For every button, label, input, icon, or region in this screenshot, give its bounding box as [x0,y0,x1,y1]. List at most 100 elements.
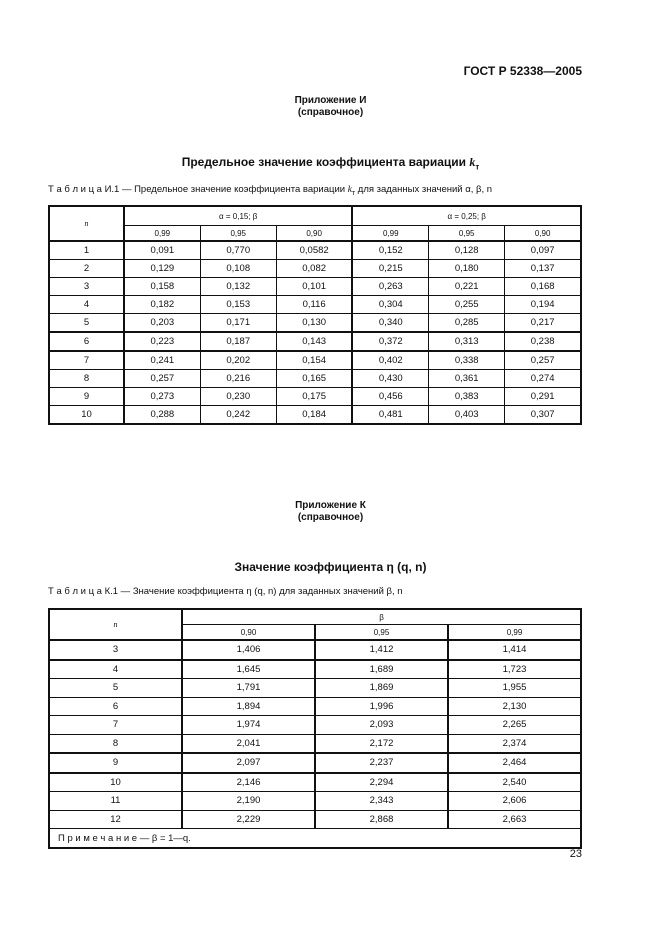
row-n: 6 [48,331,125,352]
cell: 1,955 [447,678,582,698]
cell: 0,184 [275,405,354,425]
cell: 1,996 [314,696,449,716]
cell: 1,689 [314,658,449,679]
row-n: 3 [48,277,125,296]
cell: 0,257 [123,369,201,388]
cell: 0,481 [351,405,430,425]
cell: 0,230 [199,387,277,406]
cell: 0,274 [504,369,582,388]
table-i1-caption: Т а б л и ц а И.1 — Предельное значение … [48,184,492,197]
k-subscript: т [475,162,480,172]
cell: 0,175 [275,387,354,406]
table-row: 1 0,091 0,770 0,0582 0,152 0,128 0,097 [48,240,582,260]
cell: 0,383 [428,387,506,406]
row-n: 8 [48,369,125,388]
subheader: 0,99 [123,225,201,242]
cell: 1,412 [314,639,449,660]
row-n: 1 [48,240,125,260]
cell: 1,974 [181,715,316,735]
table-row: 8 2,041 2,172 2,374 [48,733,582,754]
cell: 1,414 [447,639,582,660]
cell: 0,238 [504,331,582,352]
cell: 0,255 [428,295,506,314]
table-row: 6 1,894 1,996 2,130 [48,696,582,716]
cell: 0,215 [351,259,430,278]
row-n: 7 [48,350,125,370]
cell: 2,464 [447,752,582,773]
table-row: 3 0,158 0,132 0,101 0,263 0,221 0,168 [48,277,582,296]
subheader: 0,90 [275,225,354,242]
table-row: 9 0,273 0,230 0,175 0,456 0,383 0,291 [48,387,582,406]
cell: 2,093 [314,715,449,735]
row-n: 5 [48,678,183,698]
cell: 2,172 [314,733,449,754]
cell: 0,165 [275,369,354,388]
cell: 0,0582 [275,240,354,260]
appendix-i-title: Предельное значение коэффициента вариаци… [0,155,661,171]
n-header: n [48,205,125,242]
cell: 0,143 [275,331,354,352]
row-n: 4 [48,295,125,314]
cell: 2,097 [181,752,316,773]
subheader: 0,99 [447,624,582,641]
cell: 0,153 [199,295,277,314]
appendix-i-heading: Приложение И (справочное) [0,95,661,119]
title-text: Предельное значение коэффициента вариаци… [181,155,467,169]
row-n: 10 [48,405,125,425]
subheader: 0,99 [351,225,430,242]
table-row: 10 0,288 0,242 0,184 0,481 0,403 0,307 [48,405,582,425]
table-row: 10 2,146 2,294 2,540 [48,771,582,792]
group-header: β [181,608,582,625]
table-row: 9 2,097 2,237 2,464 [48,752,582,773]
cell: 2,190 [181,791,316,811]
cell: 0,273 [123,387,201,406]
cell: 0,770 [199,240,277,260]
subheader: 0,95 [428,225,506,242]
row-n: 7 [48,715,183,735]
k-symbol: k [469,155,476,169]
table-k1-caption: Т а б л и ц а К.1 — Значение коэффициент… [48,586,403,597]
cell: 0,456 [351,387,430,406]
cell: 2,606 [447,791,582,811]
cell: 0,242 [199,405,277,425]
cell: 0,430 [351,369,430,388]
cell: 0,216 [199,369,277,388]
cell: 0,361 [428,369,506,388]
table-row: 5 0,203 0,171 0,130 0,340 0,285 0,217 [48,313,582,333]
cell: 2,146 [181,771,316,792]
cell: 0,082 [275,259,354,278]
table-row: 2 0,129 0,108 0,082 0,215 0,180 0,137 [48,259,582,278]
cell: 0,132 [199,277,277,296]
appendix-k-heading: Приложение К (справочное) [0,500,661,524]
cell: 1,869 [314,678,449,698]
cell: 0,217 [504,313,582,333]
cell: 0,152 [351,240,430,260]
subheader: 0,90 [181,624,316,641]
page-number: 23 [569,848,582,860]
table-i1: n α = 0,15; β α = 0,25; β 0,99 0,95 0,90 0,… [48,205,582,425]
cell: 0,223 [123,331,201,352]
cell: 0,402 [351,350,430,370]
n-header: n [48,608,183,641]
appendix-k-title: Значение коэффициента η (q, n) [234,560,427,574]
cell: 0,108 [199,259,277,278]
cell: 0,403 [428,405,506,425]
cell: 0,257 [504,350,582,370]
row-n: 3 [48,639,183,660]
cell: 0,202 [199,350,277,370]
standard-number: ГОСТ Р 52338—2005 [463,64,582,78]
cell: 2,294 [314,771,449,792]
subheader: 0,95 [314,624,449,641]
cell: 0,154 [275,350,354,370]
table-row: 7 0,241 0,202 0,154 0,402 0,338 0,257 [48,350,582,370]
table-row: 4 1,645 1,689 1,723 [48,658,582,679]
table-row: 4 0,182 0,153 0,116 0,304 0,255 0,194 [48,295,582,314]
cell: 1,894 [181,696,316,716]
cell: 0,130 [275,313,354,333]
subheader: 0,95 [199,225,277,242]
cell: 0,180 [428,259,506,278]
table-row: 6 0,223 0,187 0,143 0,372 0,313 0,238 [48,331,582,352]
cell: 2,868 [314,809,449,829]
cell: 0,187 [199,331,277,352]
cell: 0,338 [428,350,506,370]
